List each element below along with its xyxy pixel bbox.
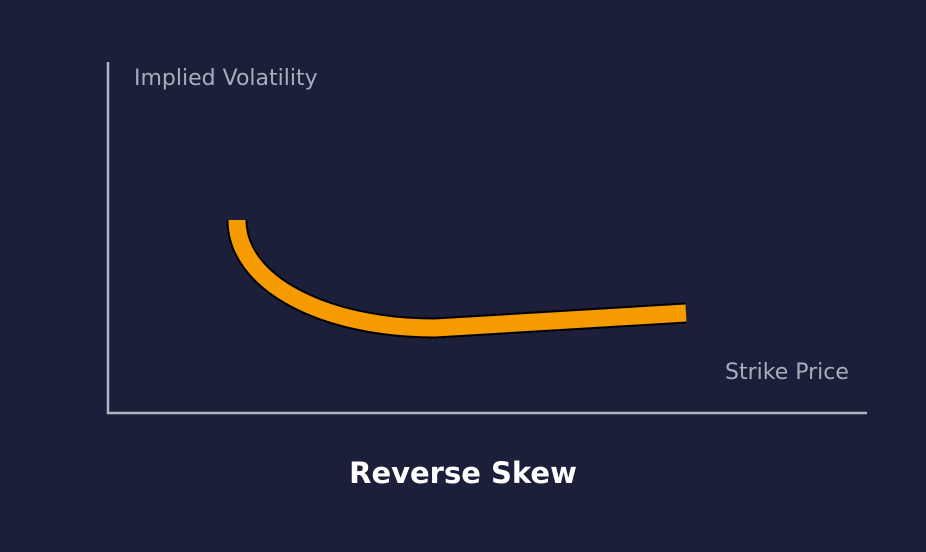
volatility-curve bbox=[228, 219, 687, 337]
x-axis-label: Strike Price bbox=[725, 360, 849, 385]
y-axis-label: Implied Volatility bbox=[134, 66, 318, 91]
chart-title: Reverse Skew bbox=[349, 456, 577, 490]
